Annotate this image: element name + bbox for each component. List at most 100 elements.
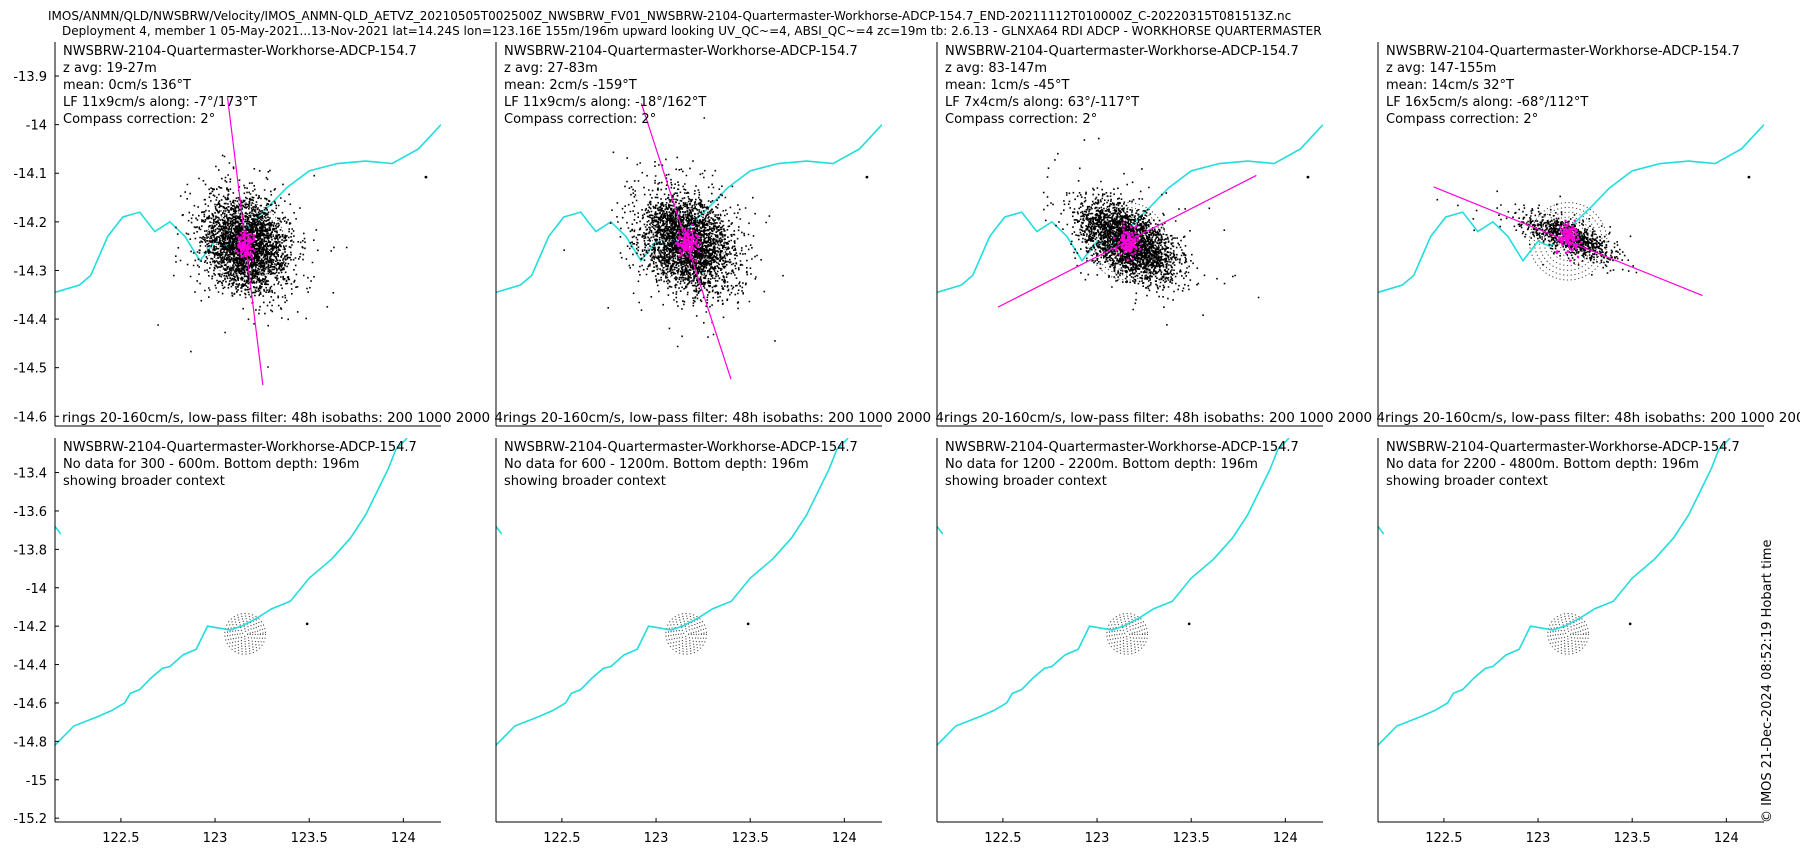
speed-ring — [656, 211, 716, 271]
y-tick-label: -13.6 — [13, 505, 47, 520]
x-tick-label: 123 — [203, 831, 228, 846]
panel-info-line: Compass correction: 2° — [1386, 112, 1538, 127]
panel-1-0: -13.4 -13.6 -13.8 -14 -14.2 -14.4 -14.6 -14.8 -1… — [13, 438, 441, 846]
plot-area — [1378, 438, 1731, 746]
y-tick-label: -14.2 — [13, 620, 47, 635]
x-tick-label: 124 — [391, 831, 416, 846]
lowpass-scatter — [1555, 219, 1583, 262]
y-tick-label: -14.8 — [13, 735, 47, 750]
speed-ring — [1121, 628, 1133, 640]
panel-info-line: LF 7x4cm/s along: 63°/-117°T — [945, 95, 1139, 110]
y-tick-label: -14.5 — [13, 362, 47, 377]
y-tick-label: -14.1 — [13, 167, 47, 182]
coastline — [55, 438, 408, 746]
panel-0-1: NWSBRW-2104-Quartermaster-Workhorse-ADCP… — [495, 42, 953, 427]
speed-ring — [675, 623, 697, 645]
x-tick-label: 122.5 — [102, 831, 139, 846]
speed-ring — [1547, 613, 1590, 655]
speed-ring — [1560, 625, 1577, 642]
panel-title: NWSBRW-2104-Quartermaster-Workhorse-ADCP… — [1386, 440, 1740, 455]
coastline — [496, 438, 849, 746]
island-marker — [865, 175, 869, 179]
figure-deployment-title: Deployment 4, member 1 05-May-2021...13-… — [62, 24, 1322, 38]
coastline — [496, 525, 503, 535]
panel-info-line: No data for 600 - 1200m. Bottom depth: 1… — [504, 457, 809, 472]
plot-area — [55, 438, 408, 746]
credit-text: © IMOS 21-Dec-2024 08:52:19 Hobart time — [1760, 539, 1775, 823]
plot-area — [496, 438, 849, 746]
velocity-scatter — [563, 117, 784, 348]
speed-ring — [1124, 630, 1131, 637]
panel-info-line: mean: 0cm/s 136°T — [63, 78, 191, 93]
plot-area — [55, 97, 441, 386]
y-tick-label: -15.2 — [13, 812, 47, 827]
panel-info-line: Compass correction: 2° — [63, 112, 215, 127]
island-marker — [1747, 175, 1751, 179]
x-tick-label: 123 — [1526, 831, 1551, 846]
y-tick-label: -14.4 — [13, 313, 47, 328]
speed-ring — [678, 625, 695, 642]
island-marker — [424, 175, 428, 179]
y-tick-label: -14 — [26, 582, 47, 597]
plot-area — [496, 103, 882, 380]
coastline — [937, 525, 944, 535]
speed-ring — [234, 623, 256, 645]
speed-ring — [665, 613, 708, 655]
panel-footer: rings 20-160cm/s, low-pass filter: 48h i… — [503, 410, 953, 426]
principal-axis-line — [226, 97, 264, 386]
panel-0-2: NWSBRW-2104-Quartermaster-Workhorse-ADCP… — [936, 42, 1394, 427]
figure-filename-title: IMOS/ANMN/QLD/NWSBRW/Velocity/IMOS_ANMN-… — [48, 9, 1292, 23]
speed-ring — [224, 613, 267, 655]
panel-1-1: 122.5 123 123.5 124 NWSBRW-2104-Quartermaste… — [495, 438, 882, 846]
speed-ring — [1557, 623, 1579, 645]
speed-ring — [1528, 202, 1608, 281]
panel-info-line: showing broader context — [504, 474, 666, 489]
panel-info-line: z avg: 147-155m — [1386, 61, 1496, 76]
x-tick-label: 123 — [1085, 831, 1110, 846]
y-tick-label: -13.4 — [13, 467, 47, 482]
panel-info-line: z avg: 83-147m — [945, 61, 1047, 76]
x-tick-label: 124 — [1273, 831, 1298, 846]
island-marker — [1306, 175, 1310, 179]
lowpass-scatter — [1112, 221, 1143, 261]
panel-footer: rings 20-160cm/s, low-pass filter: 48h i… — [62, 410, 512, 426]
x-tick-label: 123 — [644, 831, 669, 846]
station-marker — [305, 622, 309, 626]
y-tick-label: -13.9 — [13, 70, 47, 85]
x-tick-label: 123.5 — [291, 831, 328, 846]
velocity-scatter — [1042, 137, 1260, 326]
speed-ring — [1119, 625, 1136, 642]
speed-ring — [242, 630, 249, 637]
panel-info-line: LF 16x5cm/s along: -68°/112°T — [1386, 95, 1588, 110]
coastline — [1378, 525, 1385, 535]
x-tick-label: 122.5 — [1425, 831, 1462, 846]
plot-area — [1378, 124, 1764, 297]
y-tick-label: -14.6 — [13, 410, 47, 425]
velocity-scatter — [1436, 190, 1638, 276]
coastline — [55, 525, 62, 535]
panel-info-line: showing broader context — [63, 474, 225, 489]
panel-info-line: No data for 2200 - 4800m. Bottom depth: … — [1386, 457, 1699, 472]
panel-footer: rings 20-160cm/s, low-pass filter: 48h i… — [944, 410, 1394, 426]
x-tick-label: 123.5 — [732, 831, 769, 846]
coastline — [937, 438, 1290, 746]
panel-info-line: mean: 2cm/s -159°T — [504, 78, 637, 93]
y-tick-label: -14.3 — [13, 264, 47, 279]
panel-footer: rings 20-160cm/s, low-pass filter: 48h i… — [1385, 410, 1800, 426]
coastline — [1378, 124, 1764, 294]
panel-title: NWSBRW-2104-Quartermaster-Workhorse-ADCP… — [504, 440, 858, 455]
speed-ring — [683, 630, 690, 637]
y-tick-label: -14.6 — [13, 697, 47, 712]
speed-ring — [237, 625, 254, 642]
x-tick-label: 122.5 — [984, 831, 1021, 846]
principal-axis-line — [997, 174, 1257, 308]
panel-info-line: z avg: 19-27m — [63, 61, 157, 76]
principal-axis-line — [640, 103, 732, 380]
panel-0-3: NWSBRW-2104-Quartermaster-Workhorse-ADCP… — [1377, 42, 1800, 427]
panel-info-line: mean: 14cm/s 32°T — [1386, 78, 1514, 93]
speed-ring — [1106, 613, 1149, 655]
speed-ring — [1562, 628, 1574, 640]
principal-axis-line — [1433, 186, 1703, 297]
y-tick-label: -14 — [26, 119, 47, 134]
speed-ring — [1113, 620, 1141, 648]
